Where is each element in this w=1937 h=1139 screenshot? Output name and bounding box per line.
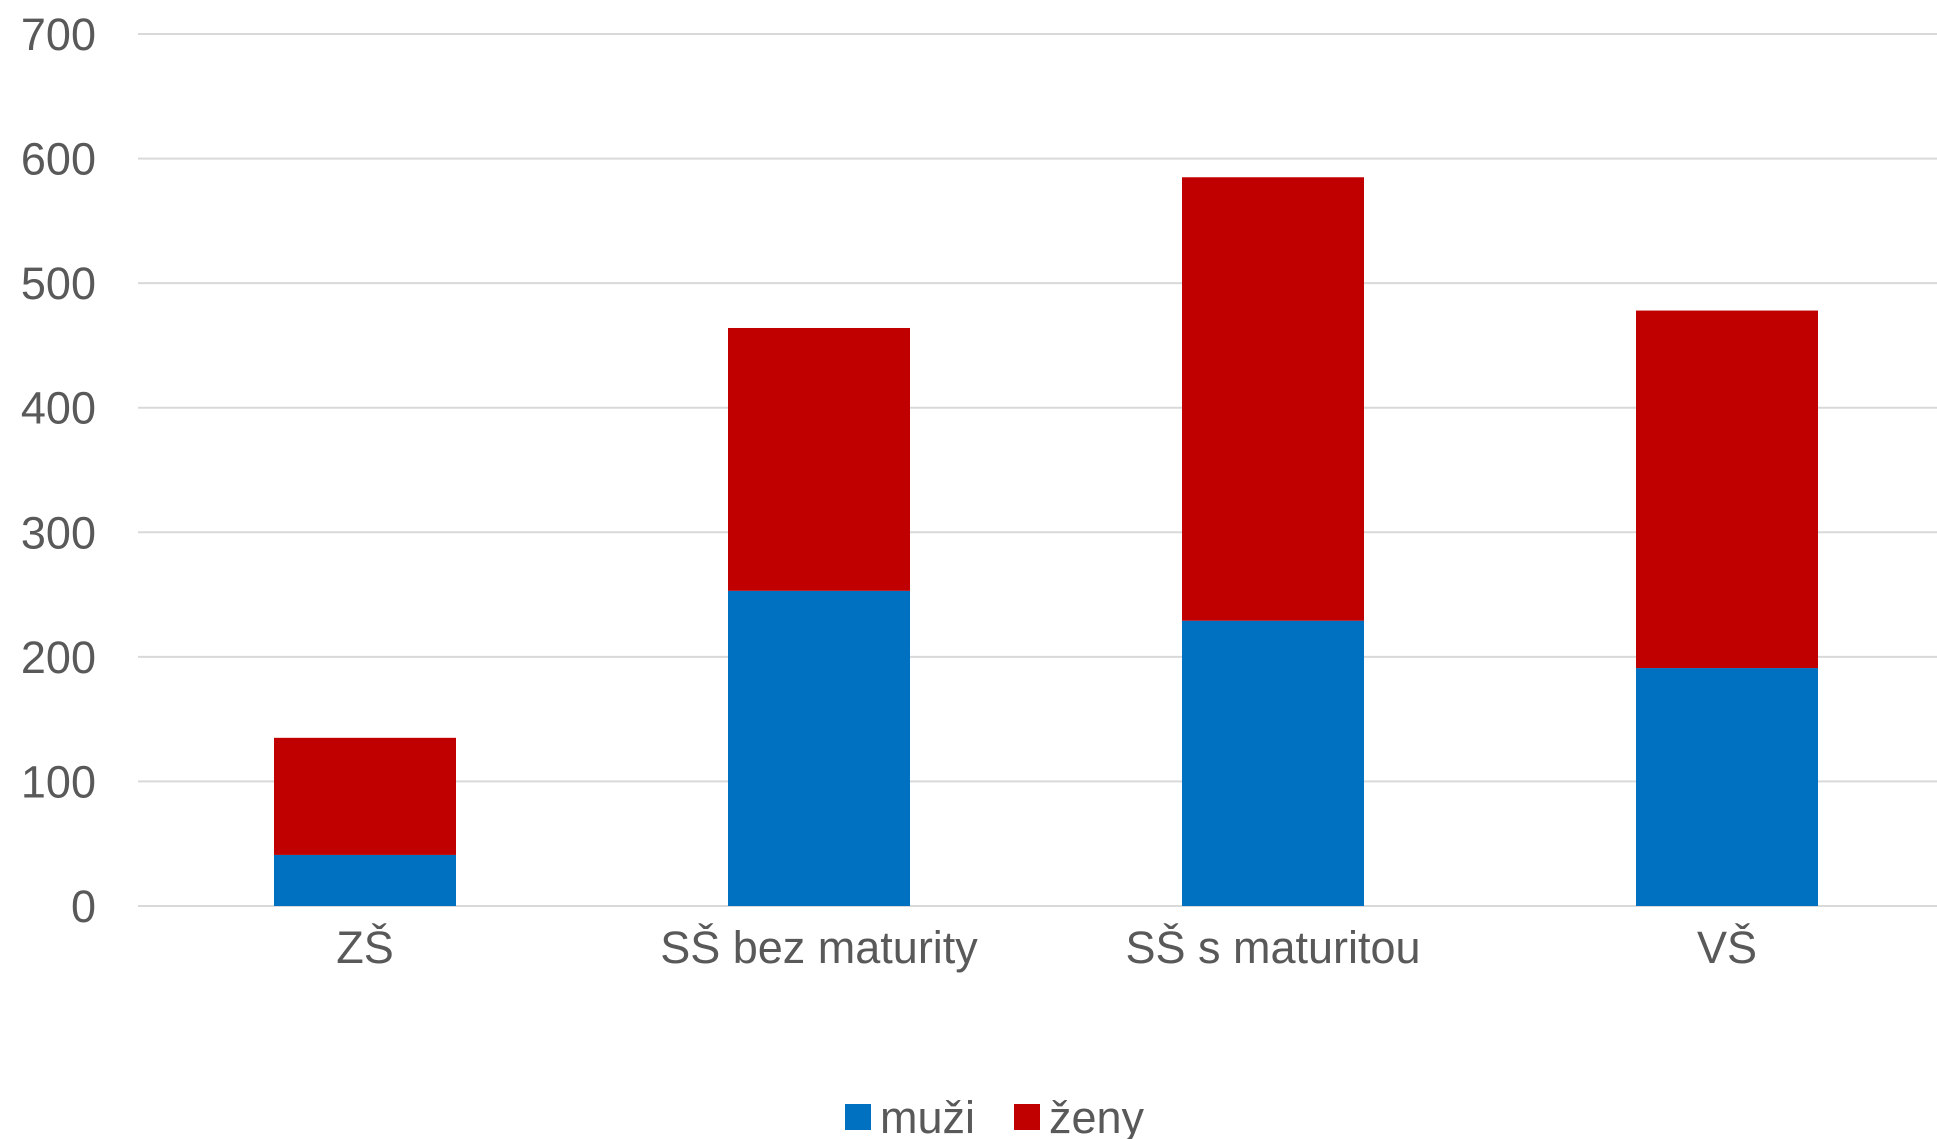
bars	[274, 177, 1818, 906]
bar-segment-muzi	[274, 854, 456, 906]
legend-swatch	[845, 1104, 871, 1130]
bar-segment-zeny	[274, 737, 456, 855]
legend-label: ženy	[1049, 1092, 1145, 1139]
y-tick-label: 400	[21, 383, 96, 434]
y-tick-label: 300	[21, 507, 96, 558]
x-tick-label: SŠ s maturitou	[1125, 922, 1420, 973]
y-tick-label: 100	[21, 756, 96, 807]
legend-item-muzi: muži	[845, 1092, 975, 1139]
legend-item-zeny: ženy	[1014, 1092, 1145, 1139]
x-axis-tick-labels: ZŠ SŠ bez maturity SŠ s maturitou VŠ	[336, 922, 1757, 973]
y-tick-label: 500	[21, 258, 96, 309]
x-tick-label: VŠ	[1697, 922, 1757, 973]
bar-segment-zeny	[1636, 310, 1818, 669]
bar-segment-muzi	[1636, 668, 1818, 906]
y-axis-tick-labels: 0 100 200 300 400 500 600 700	[21, 9, 96, 932]
bar-segment-muzi	[1182, 620, 1364, 906]
x-tick-label: ZŠ	[336, 922, 394, 973]
bar-segment-muzi	[728, 590, 910, 906]
legend: muži ženy	[845, 1092, 1145, 1139]
y-tick-label: 0	[71, 881, 96, 932]
y-tick-label: 600	[21, 134, 96, 185]
y-tick-label: 200	[21, 632, 96, 683]
bar-segment-zeny	[728, 327, 910, 591]
legend-label: muži	[880, 1092, 975, 1139]
y-tick-label: 700	[21, 9, 96, 60]
x-tick-label: SŠ bez maturity	[660, 922, 978, 973]
bar-segment-zeny	[1182, 177, 1364, 621]
legend-swatch	[1014, 1104, 1040, 1130]
